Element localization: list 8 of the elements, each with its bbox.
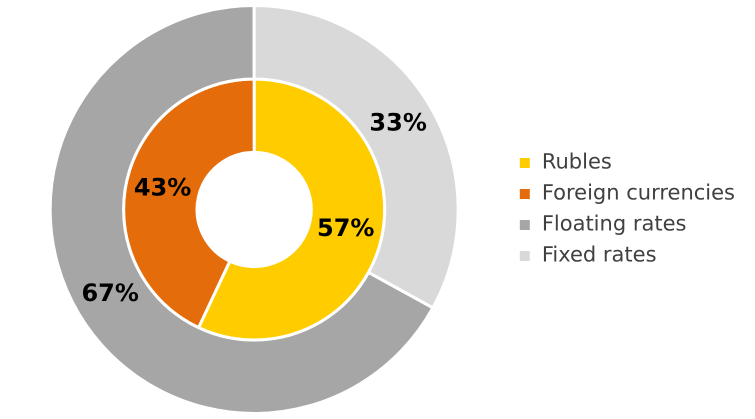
data-label: 43% [134,173,192,202]
legend-label: Fixed rates [542,242,657,266]
legend-label: Rubles [542,149,612,174]
legend-label: Floating rates [542,211,686,236]
data-label: 57% [317,214,374,242]
data-label: 67% [81,278,139,307]
legend-label: Foreign currencies [542,180,736,204]
data-label: 33% [369,108,427,137]
